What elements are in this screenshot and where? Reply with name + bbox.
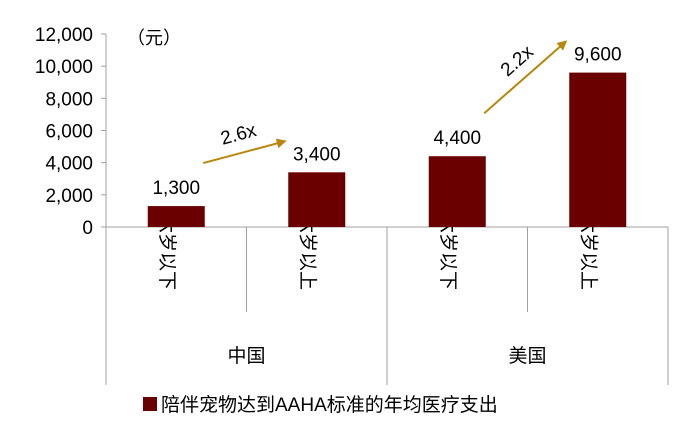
y-tick-label: 4,000 <box>45 154 93 175</box>
x-tick-label: 六岁以上 <box>296 214 318 290</box>
data-label: 4,400 <box>433 128 481 149</box>
group-label: 中国 <box>227 345 265 367</box>
bar <box>569 72 627 227</box>
y-tick-label: 12,000 <box>35 25 93 46</box>
bar <box>428 156 486 227</box>
x-tick-label: 六岁以下 <box>156 214 178 290</box>
y-tick-label: 0 <box>82 218 93 239</box>
y-tick-label: 6,000 <box>45 122 93 143</box>
legend-label: 陪伴宠物达到AAHA标准的年均医疗支出 <box>161 394 498 416</box>
legend-swatch <box>143 397 157 411</box>
x-tick-label: 六岁以下 <box>437 214 459 290</box>
ratio-label: 2.2x <box>497 41 538 81</box>
bar <box>147 206 205 227</box>
y-tick-label: 2,000 <box>45 186 93 207</box>
y-tick-label: 10,000 <box>35 57 93 78</box>
y-tick-label: 8,000 <box>45 89 93 110</box>
x-tick-label: 六岁以上 <box>577 214 599 290</box>
axes: 0 2,000 4,000 6,000 8,000 10,000 12,000 六岁以下 六岁以… <box>35 25 669 385</box>
ratio-arrow <box>483 40 568 114</box>
unit-label: （元） <box>127 28 181 48</box>
data-labels: 1,300 3,400 4,400 9,600 <box>152 45 621 199</box>
data-label: 3,400 <box>293 144 341 165</box>
ratio-arrow <box>202 138 287 165</box>
data-label: 9,600 <box>574 45 622 66</box>
bars <box>147 72 627 227</box>
legend: 陪伴宠物达到AAHA标准的年均医疗支出 <box>143 394 498 416</box>
data-label: 1,300 <box>152 178 200 199</box>
ratio-annotations: 2.6x 2.2x <box>202 40 568 165</box>
group-label: 美国 <box>508 345 546 367</box>
ratio-label: 2.6x <box>219 120 260 150</box>
bar <box>288 172 346 227</box>
